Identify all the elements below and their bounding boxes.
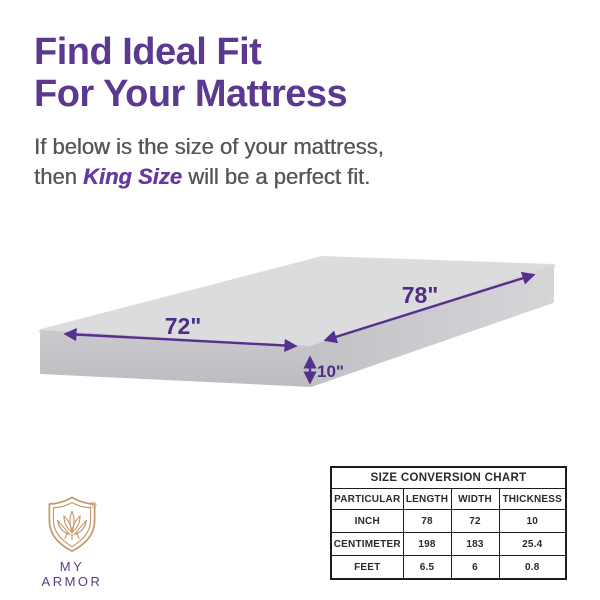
registered-trademark-symbol: ®: [90, 500, 97, 510]
cell-centimeter-width: 183: [450, 532, 500, 556]
cell-centimeter-length: 198: [402, 532, 452, 556]
page-title-line-2: For Your Mattress: [34, 73, 348, 115]
cell-inch-width: 72: [450, 509, 500, 533]
table-row-centimeter: CENTIMETER 198 183 25.4: [330, 532, 567, 556]
cell-centimeter-label: CENTIMETER: [330, 532, 404, 556]
subtitle-line-2-prefix: then: [34, 164, 83, 189]
cell-feet-length: 6.5: [402, 555, 452, 580]
subtitle-line-2: then King Size will be a perfect fit.: [34, 162, 384, 192]
length-dimension-arrow: [323, 271, 536, 344]
brand-logo: ® MY ARMOR: [28, 494, 116, 589]
table-row-feet: FEET 6.5 6 0.8: [330, 555, 567, 580]
cell-feet-width: 6: [450, 555, 500, 580]
table-title: SIZE CONVERSION CHART: [330, 466, 567, 489]
subtitle-line-2-suffix: will be a perfect fit.: [181, 164, 371, 189]
cell-inch-length: 78: [402, 509, 452, 533]
thickness-dimension-label: 10": [317, 362, 344, 381]
size-conversion-table: SIZE CONVERSION CHART PARTICULAR LENGTH …: [330, 466, 567, 580]
cell-centimeter-thickness: 25.4: [498, 532, 567, 556]
table-header-row: PARTICULAR LENGTH WIDTH THICKNESS: [330, 488, 567, 510]
cell-feet-thickness: 0.8: [498, 555, 567, 580]
cell-inch-label: INCH: [330, 509, 404, 533]
width-dimension-arrow: [63, 327, 298, 353]
column-header-width: WIDTH: [450, 488, 500, 510]
table-row-inch: INCH 78 72 10: [330, 509, 567, 533]
subtitle-line-1: If below is the size of your mattress,: [34, 134, 384, 159]
subtitle: If below is the size of your mattress, t…: [34, 132, 384, 192]
shield-lotus-logo-icon: [48, 496, 96, 553]
cell-inch-thickness: 10: [498, 509, 567, 533]
width-dimension-label: 72": [165, 313, 202, 339]
column-header-length: LENGTH: [402, 488, 452, 510]
length-dimension-label: 78": [402, 282, 439, 308]
brand-name: MY ARMOR: [41, 559, 103, 589]
column-header-particular: PARTICULAR: [330, 488, 404, 510]
page-title: Find Ideal Fit For Your Mattress: [34, 31, 348, 115]
table-title-row: SIZE CONVERSION CHART: [330, 466, 567, 489]
king-size-highlight: King Size: [82, 164, 182, 189]
page-title-line-1: Find Ideal Fit: [34, 31, 262, 73]
column-header-thickness: THICKNESS: [498, 488, 567, 510]
cell-feet-label: FEET: [330, 555, 404, 580]
